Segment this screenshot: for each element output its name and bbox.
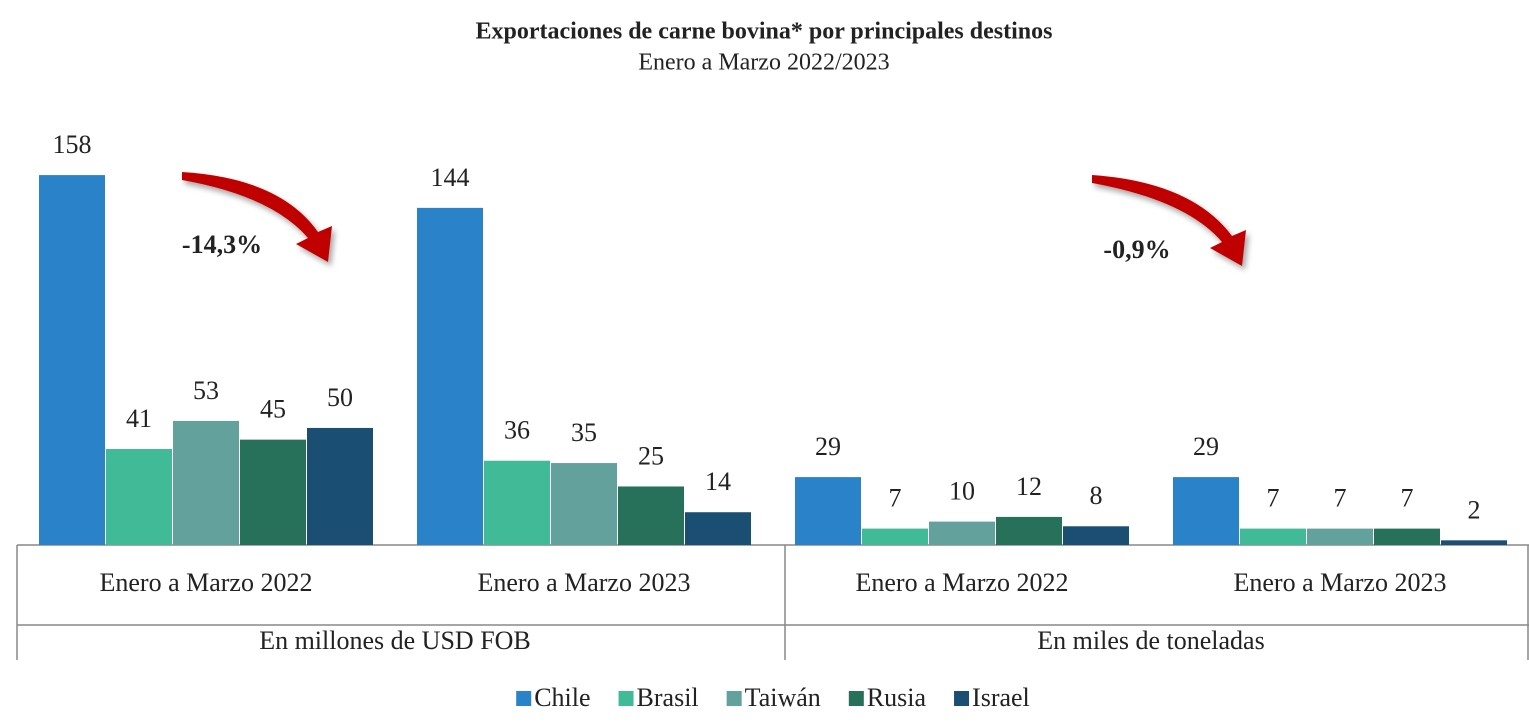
bar <box>417 207 483 545</box>
legend-label: Brasil <box>637 683 699 712</box>
bar <box>1307 528 1373 545</box>
data-label: 41 <box>126 404 152 433</box>
arrow <box>1092 175 1246 266</box>
bar <box>795 477 861 545</box>
data-label: 45 <box>260 395 286 424</box>
x-tick-label: Enero a Marzo 2022 <box>100 568 313 597</box>
data-label: 158 <box>53 130 92 159</box>
legend-label: Rusia <box>867 683 927 712</box>
legend-label: Israel <box>972 683 1030 712</box>
data-label: 36 <box>504 416 530 445</box>
bar <box>996 516 1062 545</box>
bar <box>1441 540 1507 545</box>
bar <box>1063 526 1129 545</box>
bar <box>240 439 306 545</box>
bar <box>1173 477 1239 545</box>
bar <box>551 463 617 545</box>
bar <box>307 427 373 545</box>
group-label: En millones de USD FOB <box>259 626 531 655</box>
x-tick-label: Enero a Marzo 2022 <box>856 568 1069 597</box>
data-label: 29 <box>1193 432 1219 461</box>
data-label: 7 <box>1334 484 1347 513</box>
data-label: 10 <box>949 477 975 506</box>
legend-label: Taiwán <box>745 683 821 712</box>
data-label: 12 <box>1016 472 1042 501</box>
data-label: 7 <box>889 484 902 513</box>
legend-swatch <box>726 691 742 706</box>
bar <box>1374 528 1440 545</box>
data-label: 50 <box>327 383 353 412</box>
data-label: 29 <box>815 432 841 461</box>
bar <box>39 175 105 545</box>
data-label: 25 <box>638 441 664 470</box>
data-label: 35 <box>571 418 597 447</box>
data-label: 14 <box>705 467 731 496</box>
bar <box>173 420 239 545</box>
legend-swatch <box>618 691 634 706</box>
bar <box>862 528 928 545</box>
bar <box>618 486 684 545</box>
legend-swatch <box>954 691 970 706</box>
chart-subtitle: Enero a Marzo 2022/2023 <box>638 50 889 76</box>
data-label: 7 <box>1401 484 1414 513</box>
x-tick-label: Enero a Marzo 2023 <box>478 568 691 597</box>
group-label: En miles de toneladas <box>1037 626 1264 655</box>
arrow <box>182 172 332 262</box>
data-label: 2 <box>1468 495 1481 524</box>
x-tick-label: Enero a Marzo 2023 <box>1234 568 1447 597</box>
bar <box>484 460 550 545</box>
data-label: 7 <box>1267 484 1280 513</box>
bar <box>106 449 172 545</box>
data-label: 144 <box>431 163 470 192</box>
legend-swatch <box>516 691 532 706</box>
annotation: -0,9% <box>1103 235 1170 264</box>
bar <box>929 521 995 545</box>
bar <box>685 512 751 545</box>
data-label: 8 <box>1090 481 1103 510</box>
legend-label: Chile <box>534 683 590 712</box>
data-label: 53 <box>193 376 219 405</box>
annotation: -14,3% <box>182 230 262 259</box>
legend-swatch <box>848 691 864 706</box>
bar <box>1240 528 1306 545</box>
chart-title: Exportaciones de carne bovina* por princ… <box>476 19 1053 45</box>
